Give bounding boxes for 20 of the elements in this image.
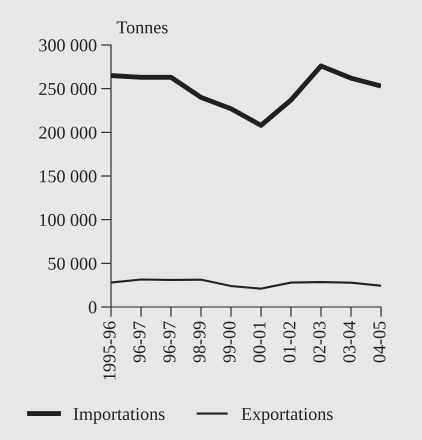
legend-label: Exportations [242,408,333,424]
y-tick-label: 250 000 [39,82,96,96]
x-tick-label: 00-01 [253,322,266,362]
y-tick-label: 200 000 [39,126,96,139]
y-tick-label: 300 000 [39,39,96,52]
x-tick-label: 99-00 [223,322,236,362]
x-tick-label: 01-02 [283,322,296,362]
x-tick-label: 03-04 [343,321,356,362]
y-tick-label: 100 000 [40,214,96,226]
y-tick-label: 50 000 [48,258,96,270]
y-axis-title: Tonnes [116,21,168,34]
y-tick-label: 0 [88,301,96,314]
legend-label: Importations [74,408,165,424]
y-tick-label: 150 000 [40,170,96,182]
x-tick-label: 02-03 [313,322,326,362]
x-tick-label: 04-05 [373,322,386,362]
x-tick-label: 98-99 [193,322,206,362]
x-tick-label: 96-97 [163,321,176,362]
x-tick-label: 1995-96 [103,321,116,380]
x-tick-label: 96-97 [133,321,146,362]
